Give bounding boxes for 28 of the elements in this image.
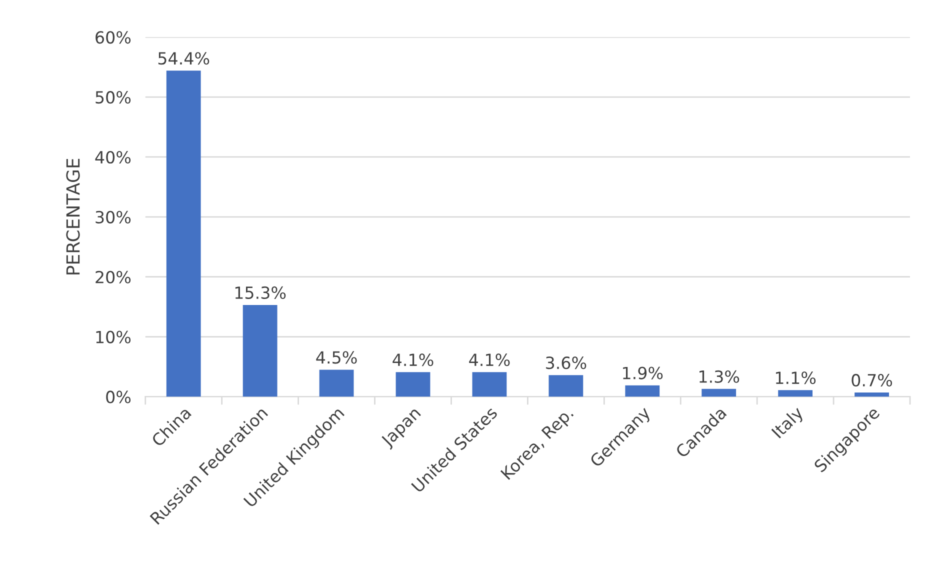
- bar: [319, 370, 354, 397]
- data-label: 4.1%: [469, 354, 510, 366]
- y-tick-label: 30%: [96, 210, 131, 224]
- y-tick-label: 40%: [95, 150, 131, 164]
- data-label: 54.4%: [158, 52, 210, 65]
- y-tick-label: 20%: [96, 270, 131, 284]
- bar: [702, 388, 736, 397]
- data-label: 1.1%: [776, 372, 816, 384]
- data-label: 3.6%: [546, 356, 586, 370]
- bar: [166, 70, 201, 397]
- bar: [854, 392, 889, 397]
- bar: [778, 390, 813, 397]
- y-axis-title: PERCENTAGE: [66, 158, 80, 274]
- data-label: 4.1%: [392, 354, 434, 366]
- bar: [472, 372, 507, 397]
- data-label: 15.3%: [235, 286, 286, 300]
- data-label: 4.5%: [316, 351, 357, 364]
- bar: [548, 375, 584, 397]
- data-label: 1.9%: [623, 366, 663, 380]
- y-tick-label: 50%: [96, 91, 131, 104]
- data-label: 0.7%: [852, 374, 892, 387]
- bar: [242, 305, 278, 397]
- bar: [396, 372, 430, 397]
- y-tick-label: 10%: [96, 330, 131, 344]
- bar: [625, 385, 660, 397]
- y-tick-label: 0%: [106, 390, 131, 404]
- y-tick-label: 60%: [96, 31, 131, 44]
- data-label: 1.3%: [700, 370, 740, 383]
